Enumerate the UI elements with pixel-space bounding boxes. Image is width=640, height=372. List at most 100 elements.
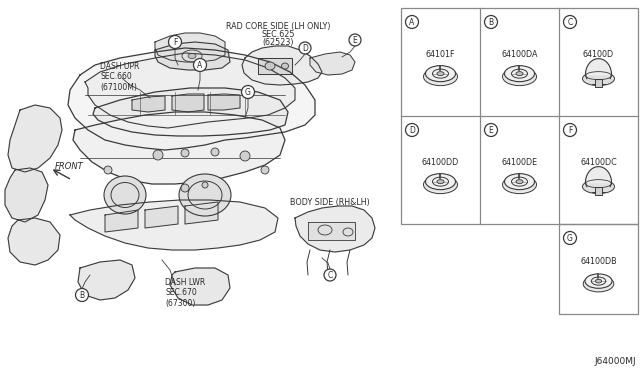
Ellipse shape xyxy=(502,68,536,86)
Polygon shape xyxy=(258,58,292,74)
Ellipse shape xyxy=(424,176,458,194)
Polygon shape xyxy=(586,167,611,183)
Text: F: F xyxy=(568,125,572,135)
Polygon shape xyxy=(155,42,230,70)
Polygon shape xyxy=(78,260,135,300)
Text: A: A xyxy=(410,17,415,26)
Ellipse shape xyxy=(502,176,536,194)
Text: (62523): (62523) xyxy=(262,38,294,47)
Circle shape xyxy=(299,42,311,54)
Polygon shape xyxy=(105,210,138,232)
Text: E: E xyxy=(488,125,493,135)
Text: B: B xyxy=(488,17,493,26)
Circle shape xyxy=(563,16,577,29)
Polygon shape xyxy=(70,200,278,250)
Circle shape xyxy=(202,182,208,188)
Text: 64100DC: 64100DC xyxy=(580,158,617,167)
Ellipse shape xyxy=(582,180,614,194)
Text: 64100DD: 64100DD xyxy=(422,158,459,167)
Polygon shape xyxy=(155,33,225,62)
Circle shape xyxy=(406,124,419,137)
Polygon shape xyxy=(68,48,315,150)
Polygon shape xyxy=(132,96,165,112)
Ellipse shape xyxy=(504,65,534,81)
Circle shape xyxy=(563,231,577,244)
Circle shape xyxy=(563,124,577,137)
Text: 64100DE: 64100DE xyxy=(501,158,538,167)
Ellipse shape xyxy=(504,174,534,190)
Ellipse shape xyxy=(104,176,146,214)
Text: D: D xyxy=(409,125,415,135)
Ellipse shape xyxy=(582,72,614,86)
Text: DASH UPR
SEC.660
(67100M): DASH UPR SEC.660 (67100M) xyxy=(100,62,140,92)
Ellipse shape xyxy=(585,274,612,288)
Bar xyxy=(595,78,602,87)
Polygon shape xyxy=(8,218,60,265)
Polygon shape xyxy=(8,105,62,172)
Text: 64100DA: 64100DA xyxy=(501,49,538,59)
Circle shape xyxy=(181,184,189,192)
Circle shape xyxy=(168,35,182,48)
Text: 64101F: 64101F xyxy=(426,49,455,59)
Bar xyxy=(401,8,638,224)
Polygon shape xyxy=(295,206,375,252)
Text: 64100DB: 64100DB xyxy=(580,257,617,266)
Ellipse shape xyxy=(179,174,231,216)
Circle shape xyxy=(181,149,189,157)
Circle shape xyxy=(484,16,497,29)
Text: C: C xyxy=(568,17,573,26)
Circle shape xyxy=(484,124,497,137)
Text: DASH LWR
SEC.670
(67300): DASH LWR SEC.670 (67300) xyxy=(165,278,205,308)
Circle shape xyxy=(240,151,250,161)
Ellipse shape xyxy=(595,279,602,283)
Ellipse shape xyxy=(424,68,458,86)
Bar xyxy=(559,224,638,314)
Circle shape xyxy=(76,289,88,301)
Polygon shape xyxy=(586,59,611,75)
Circle shape xyxy=(153,150,163,160)
Polygon shape xyxy=(5,168,48,222)
Ellipse shape xyxy=(437,72,444,76)
Circle shape xyxy=(261,166,269,174)
Polygon shape xyxy=(93,88,288,136)
Ellipse shape xyxy=(437,180,444,184)
Ellipse shape xyxy=(282,63,289,69)
Polygon shape xyxy=(85,53,295,128)
Text: 64100D: 64100D xyxy=(583,49,614,59)
Text: B: B xyxy=(79,291,84,299)
Circle shape xyxy=(104,166,112,174)
Polygon shape xyxy=(208,94,240,110)
Polygon shape xyxy=(308,222,355,240)
Circle shape xyxy=(193,58,207,71)
Circle shape xyxy=(324,269,336,281)
Text: RAD CORE SIDE (LH ONLY): RAD CORE SIDE (LH ONLY) xyxy=(226,22,330,31)
Text: C: C xyxy=(328,270,333,279)
Text: SEC.625: SEC.625 xyxy=(261,30,295,39)
Text: F: F xyxy=(173,38,177,46)
Ellipse shape xyxy=(583,276,614,292)
Text: G: G xyxy=(567,234,573,243)
Ellipse shape xyxy=(426,174,456,190)
Text: G: G xyxy=(245,87,251,96)
Circle shape xyxy=(211,148,219,156)
Circle shape xyxy=(349,34,361,46)
Text: A: A xyxy=(197,61,203,70)
Text: BODY SIDE (RH&LH): BODY SIDE (RH&LH) xyxy=(290,198,370,207)
Polygon shape xyxy=(170,268,230,305)
Circle shape xyxy=(406,16,419,29)
Ellipse shape xyxy=(188,54,196,58)
Text: E: E xyxy=(353,35,357,45)
Ellipse shape xyxy=(265,62,275,70)
Circle shape xyxy=(241,86,255,99)
Polygon shape xyxy=(172,94,204,112)
Text: J64000MJ: J64000MJ xyxy=(595,357,636,366)
Ellipse shape xyxy=(516,72,523,76)
Ellipse shape xyxy=(516,180,523,184)
Polygon shape xyxy=(145,206,178,228)
Polygon shape xyxy=(73,112,285,184)
Bar xyxy=(595,187,602,195)
Ellipse shape xyxy=(426,65,456,81)
Polygon shape xyxy=(185,202,218,224)
Text: FRONT: FRONT xyxy=(55,162,84,171)
Polygon shape xyxy=(242,46,322,85)
